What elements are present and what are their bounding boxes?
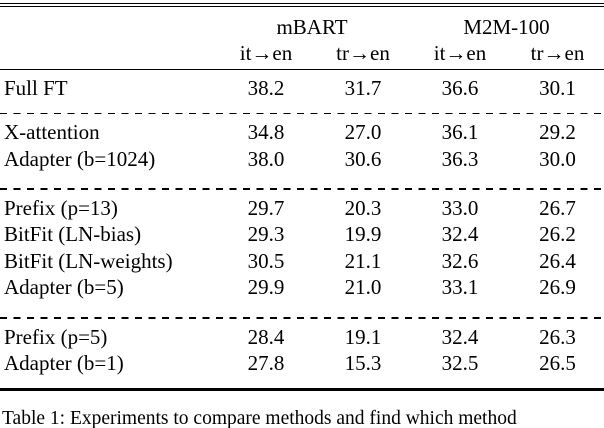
table-group-header-row: mBART M2M-100 [0,14,604,40]
row-label: Adapter (b=1024) [4,146,156,171]
table-row: Adapter (b=5) 29.9 21.0 33.1 26.9 [0,274,604,301]
score-cell: 26.9 [539,275,576,300]
score-cell: 38.2 [247,76,285,101]
row-label: Full FT [4,76,68,101]
score-cell: 32.4 [441,222,479,247]
score-cell: 19.9 [344,222,382,247]
sub-header-mbart-tr-en: tr→en [336,41,390,66]
score-cell: 30.6 [344,146,382,171]
score-cell: 36.6 [441,76,479,101]
spacer-cell [0,14,215,40]
table-row: BitFit (LN-weights) 30.5 21.1 32.6 26.4 [0,248,604,275]
score-cell: 26.2 [539,222,576,247]
row-label: Adapter (b=5) [4,275,124,300]
score-cell: 32.5 [441,351,479,376]
score-cell: 26.4 [539,248,576,273]
table-row: Prefix (p=13) 29.7 20.3 33.0 26.7 [0,195,604,222]
score-cell: 27.0 [344,120,382,145]
dashed-separator [0,316,604,319]
table-bottom-rule [0,387,604,391]
table-group: X-attention 34.8 27.0 36.1 29.2 Adapter (b=10… [0,119,604,172]
table-group: Prefix (p=13) 29.7 20.3 33.0 26.7 BitFit (LN-… [0,195,604,301]
table-group: Full FT 38.2 31.7 36.6 30.1 [0,75,604,102]
score-cell: 33.1 [441,275,479,300]
dashed-separator [0,188,604,190]
score-cell: 27.8 [247,351,285,376]
score-cell: 26.7 [539,195,576,220]
score-cell: 36.1 [441,120,479,145]
table-group: Prefix (p=5) 28.4 19.1 32.4 26.3 Adapter (b=1… [0,324,604,377]
score-cell: 38.0 [247,146,285,171]
score-cell: 21.1 [344,248,382,273]
table-body: Full FT 38.2 31.7 36.6 30.1 X-attention 34.8 27… [0,75,604,377]
table-row: X-attention 34.8 27.0 36.1 29.2 [0,119,604,146]
table-row: Full FT 38.2 31.7 36.6 30.1 [0,75,604,102]
table-sub-header-row: it→en tr→en it→en tr→en [0,40,604,66]
score-cell: 29.2 [539,120,576,145]
sub-header-m2m-tr-en: tr→en [530,41,585,66]
row-label: Prefix (p=5) [4,324,108,349]
score-cell: 30.1 [539,76,576,101]
group-header-m2m-100: M2M-100 [463,15,550,40]
score-cell: 32.6 [441,248,479,273]
score-cell: 36.3 [441,146,479,171]
row-label: X-attention [4,120,100,145]
score-cell: 26.5 [539,351,576,376]
table-top-rule [0,3,604,8]
score-cell: 32.4 [441,324,479,349]
score-cell: 30.5 [247,248,285,273]
score-cell: 30.0 [539,146,576,171]
score-cell: 28.4 [247,324,285,349]
score-cell: 21.0 [344,275,382,300]
group-header-mbart: mBART [276,15,348,40]
score-cell: 33.0 [441,195,479,220]
table-header-rule [0,69,604,71]
spacer-cell [0,40,215,66]
score-cell: 15.3 [344,351,382,376]
dashed-separator [0,112,604,115]
table-row: Adapter (b=1) 27.8 15.3 32.5 26.5 [0,350,604,377]
row-label: Adapter (b=1) [4,351,124,376]
score-cell: 34.8 [247,120,285,145]
score-cell: 26.3 [539,324,576,349]
score-cell: 29.7 [247,195,285,220]
sub-header-m2m-it-en: it→en [433,41,487,66]
score-cell: 31.7 [344,76,382,101]
row-label: BitFit (LN-weights) [4,248,173,273]
table-row: Adapter (b=1024) 38.0 30.6 36.3 30.0 [0,146,604,173]
table-row: Prefix (p=5) 28.4 19.1 32.4 26.3 [0,324,604,351]
table-row: BitFit (LN-bias) 29.3 19.9 32.4 26.2 [0,221,604,248]
score-cell: 20.3 [344,195,382,220]
table-caption: Table 1: Experiments to compare methods … [2,407,517,428]
row-label: BitFit (LN-bias) [4,222,142,247]
row-label: Prefix (p=13) [4,195,118,220]
sub-header-mbart-it-en: it→en [239,41,293,66]
score-cell: 29.3 [247,222,285,247]
score-cell: 29.9 [247,275,285,300]
score-cell: 19.1 [344,324,382,349]
